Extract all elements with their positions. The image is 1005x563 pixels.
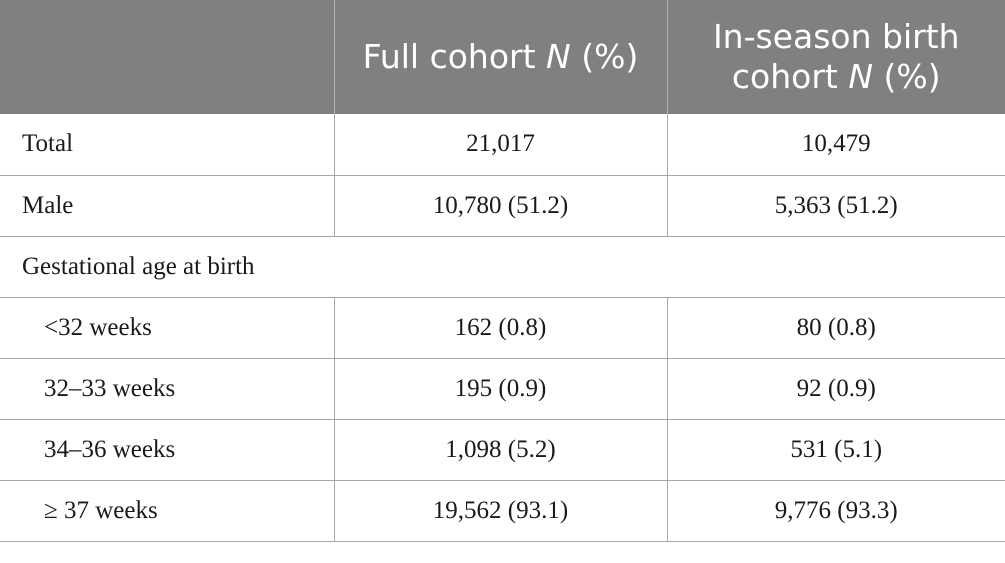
inseason-cohort-value: 531 (5.1) [667,419,1005,481]
row-label: Male [0,175,335,237]
header-inseason-suffix: (%) [873,57,941,96]
table-row-lt32: <32 weeks 162 (0.8) 80 (0.8) [0,297,1005,359]
row-label: <32 weeks [0,297,335,359]
full-cohort-value: 21,017 [334,114,668,176]
full-cohort-value: 195 (0.9) [334,358,668,420]
full-cohort-value: 1,098 (5.2) [334,419,668,481]
inseason-cohort-value: 80 (0.8) [667,297,1005,359]
header-inseason-prefix: cohort [731,57,849,96]
table-row-total: Total 21,017 10,479 [0,114,1005,176]
row-label: 34–36 weeks [0,419,335,481]
header-full-cohort: Full cohort N (%) [334,0,668,114]
inseason-cohort-value: 9,776 (93.3) [667,480,1005,542]
inseason-cohort-value: 5,363 (51.2) [667,175,1005,237]
table-row-34-36: 34–36 weeks 1,098 (5.2) 531 (5.1) [0,419,1005,481]
table-row-male: Male 10,780 (51.2) 5,363 (51.2) [0,175,1005,237]
full-cohort-value: 10,780 (51.2) [334,175,668,237]
cohort-table: Full cohort N (%) In-season birth cohort … [0,0,1005,542]
section-row-gestational-age: Gestational age at birth [0,236,1005,298]
row-label: ≥ 37 weeks [0,480,335,542]
table-row-32-33: 32–33 weeks 195 (0.9) 92 (0.9) [0,358,1005,420]
header-label-cell [0,0,335,114]
header-full-n: N [546,37,571,76]
table-row-ge37: ≥ 37 weeks 19,562 (93.1) 9,776 (93.3) [0,480,1005,542]
full-cohort-value: 162 (0.8) [334,297,668,359]
header-inseason-line1: In-season birth [712,17,960,56]
full-cohort-value: 19,562 (93.1) [334,480,668,542]
inseason-cohort-value: 92 (0.9) [667,358,1005,420]
header-inseason-n: N [848,57,873,96]
row-label: Total [0,114,335,176]
header-row: Full cohort N (%) In-season birth cohort … [0,0,1005,114]
header-full-prefix: Full cohort [362,37,547,76]
header-full-suffix: (%) [570,37,639,76]
row-label: 32–33 weeks [0,358,335,420]
section-label: Gestational age at birth [0,236,1005,298]
inseason-cohort-value: 10,479 [667,114,1005,176]
header-inseason-cohort: In-season birth cohort N (%) [667,0,1005,114]
